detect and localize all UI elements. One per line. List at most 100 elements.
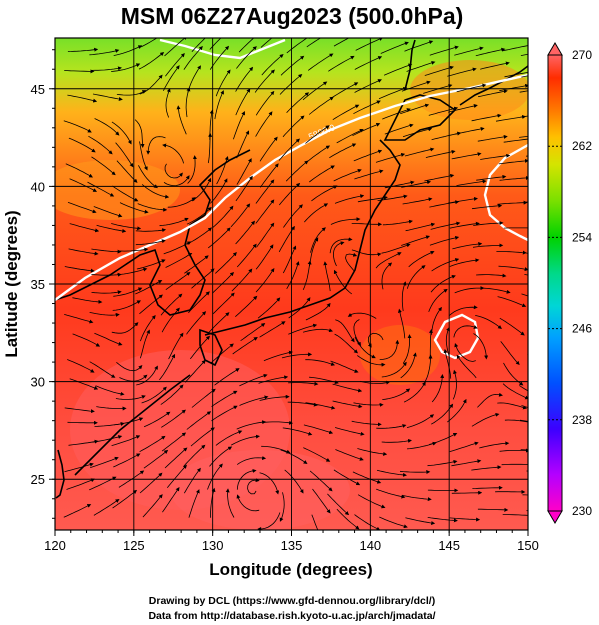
streamline	[473, 333, 489, 360]
streamline	[238, 38, 255, 53]
streamline	[499, 317, 525, 336]
orange-patch	[360, 325, 440, 385]
streamline	[428, 106, 459, 116]
streamline	[69, 378, 99, 390]
streamline	[164, 447, 188, 469]
streamline	[135, 228, 167, 233]
coastline-kyushu	[199, 328, 223, 367]
streamline	[286, 92, 310, 113]
y-tick-label: 40	[31, 179, 45, 194]
x-tick-label: 125	[123, 538, 145, 553]
streamline	[93, 499, 120, 516]
streamline	[328, 55, 355, 72]
streamline	[431, 258, 460, 272]
streamline	[382, 219, 413, 226]
streamline	[475, 315, 502, 329]
streamline	[235, 88, 251, 116]
streamline	[69, 178, 98, 192]
streamline	[283, 204, 303, 228]
streamline	[64, 266, 95, 273]
streamline	[207, 227, 231, 249]
streamline	[139, 294, 163, 315]
streamline	[64, 69, 95, 74]
streamline	[375, 152, 406, 163]
streamline	[336, 508, 360, 530]
streamline	[163, 175, 190, 187]
streamline	[215, 430, 243, 446]
streamline	[353, 319, 361, 347]
streamline	[452, 369, 457, 400]
streamline	[139, 435, 166, 453]
streamline	[188, 489, 200, 518]
streamline	[115, 395, 146, 400]
streamline	[495, 114, 527, 122]
streamline	[67, 47, 99, 52]
streamline	[478, 89, 508, 98]
streamline	[456, 179, 487, 186]
streamline	[96, 224, 127, 233]
streamline	[236, 420, 267, 430]
streamline	[67, 94, 98, 103]
streamline	[111, 121, 132, 145]
streamline	[185, 87, 191, 118]
streamline	[68, 137, 96, 153]
streamline	[92, 435, 123, 443]
y-axis-label: Latitude (degrees)	[2, 210, 21, 357]
streamline	[191, 38, 206, 52]
streamline	[161, 307, 180, 333]
streamline	[353, 149, 383, 162]
streamline	[379, 516, 408, 529]
streamline	[255, 179, 275, 204]
streamline	[279, 73, 303, 95]
streamline	[116, 361, 143, 372]
streamline	[476, 174, 507, 181]
streamline	[112, 185, 139, 202]
streamline	[521, 293, 528, 297]
streamline	[401, 235, 431, 246]
streamline	[191, 388, 216, 408]
streamline	[447, 196, 478, 204]
streamline	[225, 488, 235, 518]
colorbar-bottom-arrow	[547, 510, 563, 524]
streamline	[176, 105, 187, 135]
streamline	[189, 335, 211, 360]
streamline	[382, 388, 411, 400]
streamline	[207, 312, 230, 334]
streamline	[452, 242, 483, 250]
coastline-taiwan	[55, 449, 65, 499]
streamline	[471, 113, 502, 122]
coastline-china-korea	[55, 149, 251, 316]
streamline	[247, 478, 260, 495]
x-tick-label: 150	[517, 538, 539, 553]
streamline	[191, 268, 215, 289]
streamline	[236, 468, 257, 490]
streamline	[401, 80, 431, 92]
streamline	[334, 427, 365, 436]
figure-title: MSM 06Z27Aug2023 (500.0hPa)	[121, 3, 464, 29]
streamline	[499, 448, 528, 453]
streamline	[232, 337, 258, 355]
streamline	[303, 328, 334, 333]
streamline	[424, 65, 454, 76]
streamline	[259, 321, 286, 338]
streamline	[423, 83, 453, 94]
streamline	[64, 407, 95, 414]
x-tick-label: 140	[359, 538, 381, 553]
streamline	[166, 464, 187, 489]
streamline	[207, 463, 223, 490]
streamline	[255, 244, 274, 270]
streamline	[376, 424, 407, 429]
streamline	[332, 400, 363, 409]
streamline	[377, 194, 408, 201]
streamline	[345, 252, 358, 272]
streamline	[111, 63, 141, 72]
streamline	[184, 255, 209, 274]
streamline	[498, 265, 528, 272]
streamline	[143, 411, 171, 428]
streamline	[304, 203, 329, 223]
streamline	[282, 115, 305, 138]
streamline	[357, 494, 386, 509]
streamline	[257, 512, 281, 530]
streamline	[497, 296, 527, 308]
colorbar-label: 254	[572, 230, 592, 244]
